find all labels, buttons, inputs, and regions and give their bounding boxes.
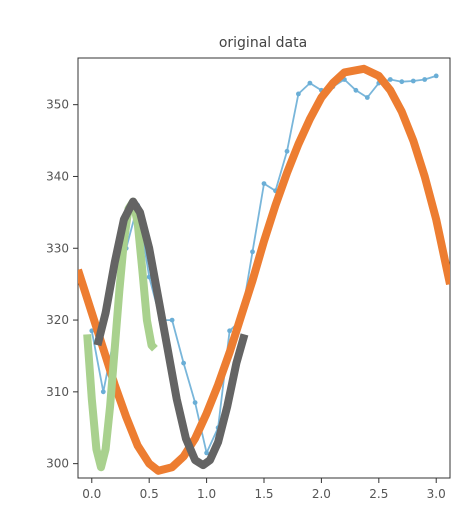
- axes: [77, 57, 451, 479]
- series-layer: [78, 64, 450, 475]
- series-0-point: [364, 95, 370, 100]
- series-0-point: [387, 77, 393, 82]
- y-tick-label: 330: [46, 241, 69, 255]
- series-0-point: [284, 148, 290, 154]
- series-3-line: [93, 197, 249, 470]
- x-tick-label: 3.0: [427, 487, 446, 501]
- series-0-point: [169, 317, 175, 323]
- y-tick-label: 300: [46, 457, 69, 471]
- chart-title: original data: [219, 35, 307, 51]
- series-0-point: [353, 87, 359, 93]
- series-2-line: [83, 197, 158, 472]
- y-tick-label: 310: [46, 385, 69, 399]
- series-0-point: [250, 249, 255, 255]
- series-0-point: [433, 73, 439, 79]
- series-1-line: [78, 64, 450, 475]
- series-0-point: [399, 79, 405, 85]
- x-tick-label: 1.0: [197, 487, 216, 501]
- series-0-point: [204, 450, 210, 456]
- x-tick-label: 0.5: [140, 487, 159, 501]
- tick-layer: 0.0 0.5 1.0 1.5 2.0 2.5 3.0 300 310 320 330 340 350: [46, 98, 446, 501]
- series-0-point: [307, 80, 313, 86]
- y-tick-label: 320: [46, 313, 69, 327]
- plot-frame: [77, 57, 451, 479]
- series-0-point: [422, 77, 428, 82]
- x-tick-label: 2.5: [369, 487, 388, 501]
- series-0-point: [410, 78, 416, 84]
- series-0-point: [100, 389, 106, 395]
- y-tick-label: 350: [46, 98, 69, 112]
- y-tick-label: 340: [46, 169, 69, 183]
- series-0-point: [227, 328, 233, 334]
- series-0-point: [181, 360, 187, 366]
- series-0-point: [261, 181, 267, 187]
- series-0-point: [192, 400, 198, 405]
- x-tick-label: 2.0: [312, 487, 331, 501]
- x-tick-label: 0.0: [82, 487, 101, 501]
- x-tick-label: 1.5: [254, 487, 273, 501]
- series-0-point: [296, 91, 301, 97]
